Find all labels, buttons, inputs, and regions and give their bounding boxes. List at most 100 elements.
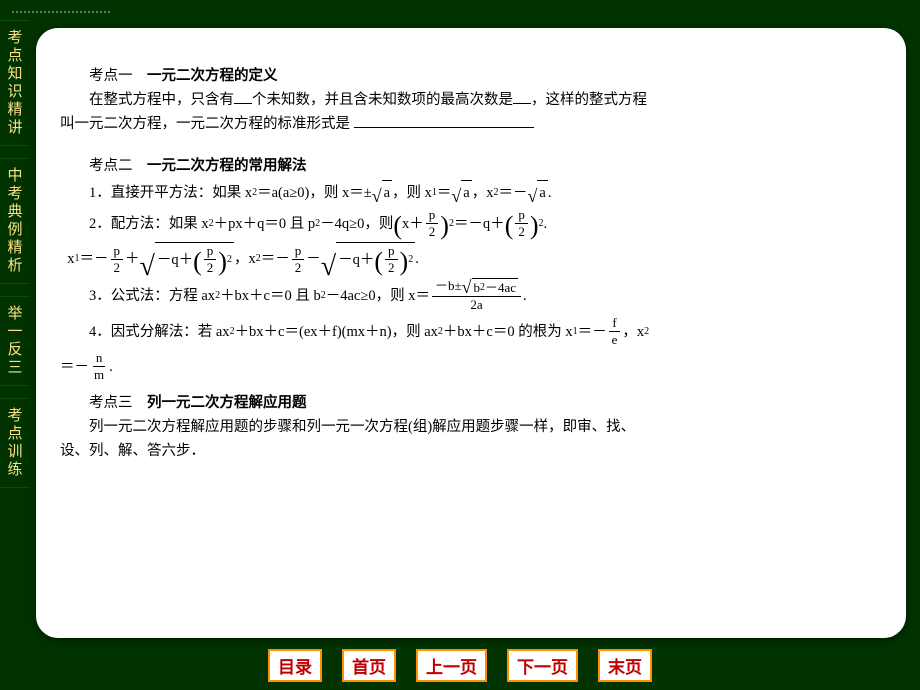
text: －q＋ <box>338 248 374 272</box>
page-content: 考点一 一元二次方程的定义 在整式方程中，只含有 个未知数，并且含未知数项的最高次… <box>36 28 906 638</box>
section-label: 考点一 <box>89 68 133 84</box>
text: －4q≥0，则 <box>320 212 393 236</box>
fraction: p2 <box>426 207 439 240</box>
sqrt: √ －q＋ (p2)2 <box>321 242 415 276</box>
char: 精 <box>0 239 30 257</box>
blank <box>513 90 531 104</box>
char: 一 <box>0 323 30 341</box>
char: 三 <box>0 359 30 377</box>
text: ＋px＋q＝0 且 p <box>214 212 316 236</box>
text: ＝ <box>437 181 452 205</box>
text: 个未知数，并且含未知数项的最高次数是 <box>252 92 513 108</box>
bottom-nav: 目录 首页 上一页 下一页 末页 <box>0 649 920 682</box>
char: 点 <box>0 425 30 443</box>
fraction: p2 <box>292 243 305 276</box>
s1-line1: 在整式方程中，只含有 个未知数，并且含未知数项的最高次数是 ，这样的整式方程 <box>60 88 886 112</box>
text: . <box>109 355 113 379</box>
char: 点 <box>0 47 30 65</box>
text: ＋ <box>125 247 140 271</box>
text: . <box>548 181 552 205</box>
text: － <box>306 247 321 271</box>
blank-long <box>354 114 534 128</box>
text: ＋bx＋c＝0 且 b <box>220 284 321 308</box>
method-4-cont: ＝－ nm . <box>60 350 886 383</box>
radicand: a <box>537 180 547 205</box>
section-title: 一元二次方程的定义 <box>147 68 278 84</box>
char: 考 <box>0 407 30 425</box>
text: 2．配方法：如果 x <box>89 212 209 236</box>
text: －q＋ <box>157 248 193 272</box>
radicand: a <box>382 180 392 205</box>
blank <box>234 90 252 104</box>
sidebar-item-examples[interactable]: 中 考 典 例 精 析 <box>0 158 30 284</box>
text: ＝－ <box>60 355 89 379</box>
char: 中 <box>0 167 30 185</box>
text: 4．因式分解法：若 ax <box>89 320 230 344</box>
text: －b± <box>435 278 462 293</box>
char: 考 <box>0 29 30 47</box>
sqrt: √a <box>372 180 392 205</box>
fraction: nm <box>91 350 107 383</box>
text: ＝－q＋ <box>454 212 505 236</box>
char: 训 <box>0 443 30 461</box>
char: 例 <box>0 221 30 239</box>
sidebar-item-knowledge[interactable]: 考 点 知 识 精 讲 <box>0 20 30 146</box>
method-4: 4．因式分解法：若 ax2 ＋bx＋c＝(ex＋f)(mx＋n)，则 ax2 ＋… <box>60 315 886 348</box>
section2-heading: 考点二 一元二次方程的常用解法 <box>60 154 886 178</box>
fraction: p2 <box>515 207 528 240</box>
text: x＋ <box>402 212 424 236</box>
text: 3．公式法：方程 ax <box>89 284 215 308</box>
section-title: 列一元二次方程解应用题 <box>147 395 307 411</box>
section-title: 一元二次方程的常用解法 <box>147 158 307 174</box>
text: ， <box>234 247 249 271</box>
char: 练 <box>0 461 30 479</box>
s1-line2: 叫一元二次方程，一元二次方程的标准形式是 <box>60 112 886 136</box>
text: －4ac≥0，则 x＝ <box>326 284 430 308</box>
text: . <box>544 212 548 236</box>
s3-line1: 列一元二次方程解应用题的步骤和列一元一次方程(组)解应用题步骤一样，即审、找、 <box>60 415 886 439</box>
method-1: 1．直接开平方法：如果 x2 ＝a(a≥0)，则 x＝± √a ，则 x1 ＝ … <box>60 180 886 205</box>
method-3: 3．公式法：方程 ax2 ＋bx＋c＝0 且 b2 －4ac≥0，则 x＝ －b… <box>60 278 886 313</box>
radicand: a <box>461 180 471 205</box>
text: ＝－ <box>80 247 109 271</box>
method-2: 2．配方法：如果 x2 ＋px＋q＝0 且 p2 －4q≥0，则 (x＋ p2 … <box>60 207 886 240</box>
text: 1．直接开平方法：如果 x <box>89 181 252 205</box>
top-edge-decoration <box>6 0 116 16</box>
nav-prev-button[interactable]: 上一页 <box>416 649 487 682</box>
text: . <box>415 247 419 271</box>
text: ，x <box>472 181 494 205</box>
text: 在整式方程中，只含有 <box>89 92 234 108</box>
sidebar-item-training[interactable]: 考 点 训 练 <box>0 398 30 488</box>
char: 考 <box>0 185 30 203</box>
nav-last-button[interactable]: 末页 <box>598 649 652 682</box>
char: 识 <box>0 83 30 101</box>
sqrt: √a <box>451 180 471 205</box>
sidebar-item-practice[interactable]: 举 一 反 三 <box>0 296 30 386</box>
text: ，x <box>622 320 644 344</box>
nav-toc-button[interactable]: 目录 <box>268 649 322 682</box>
text: ＝－ <box>578 320 607 344</box>
nav-next-button[interactable]: 下一页 <box>507 649 578 682</box>
sqrt: √a <box>527 180 547 205</box>
text: x <box>67 247 74 271</box>
section-label: 考点三 <box>89 395 133 411</box>
text: ＋bx＋c＝(ex＋f)(mx＋n)，则 ax <box>235 320 438 344</box>
char: 析 <box>0 257 30 275</box>
text: ＝－ <box>261 247 290 271</box>
nav-first-button[interactable]: 首页 <box>342 649 396 682</box>
text: ，这样的整式方程 <box>531 92 647 108</box>
section1-heading: 考点一 一元二次方程的定义 <box>60 64 886 88</box>
char: 举 <box>0 305 30 323</box>
char: 典 <box>0 203 30 221</box>
text: ＝a(a≥0)，则 x＝± <box>257 181 372 205</box>
sidebar: 考 点 知 识 精 讲 中 考 典 例 精 析 举 一 反 三 考 点 训 练 <box>0 20 30 488</box>
text: 叫一元二次方程，一元二次方程的标准形式是 <box>60 116 350 132</box>
text: ＋bx＋c＝0 的根为 x <box>443 320 573 344</box>
section-label: 考点二 <box>89 158 133 174</box>
sqrt: √ －q＋ (p2)2 <box>140 242 234 276</box>
char: 反 <box>0 341 30 359</box>
char: 讲 <box>0 119 30 137</box>
fraction: p2 <box>111 243 124 276</box>
text: ，则 x <box>392 181 432 205</box>
text: . <box>523 284 527 308</box>
